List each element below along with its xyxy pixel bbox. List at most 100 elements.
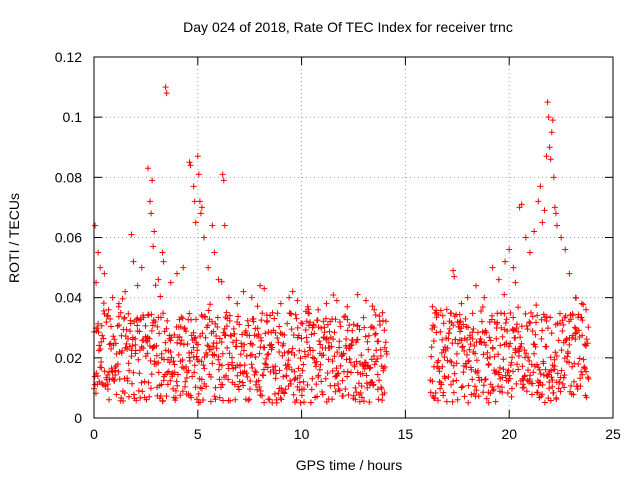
data-point <box>510 368 517 375</box>
data-point <box>447 358 454 365</box>
data-point <box>548 129 555 136</box>
data-point <box>215 353 222 360</box>
data-point <box>305 351 312 358</box>
data-point <box>148 210 155 217</box>
data-point <box>566 341 573 348</box>
data-point <box>225 294 232 301</box>
data-point <box>370 382 377 389</box>
data-point <box>378 385 385 392</box>
data-point <box>354 322 361 329</box>
data-point <box>111 378 118 385</box>
data-point <box>546 378 553 385</box>
y-tick-label: 0.06 <box>55 230 82 246</box>
data-point <box>479 303 486 310</box>
data-point <box>487 381 494 388</box>
data-point <box>188 349 195 356</box>
data-point <box>577 383 584 390</box>
x-tick-label: 20 <box>501 426 517 442</box>
data-point <box>350 392 357 399</box>
data-point <box>152 282 159 289</box>
x-tick-label: 0 <box>90 426 98 442</box>
data-point <box>255 377 262 384</box>
data-point <box>564 348 571 355</box>
data-point <box>247 377 254 384</box>
data-point <box>518 201 525 208</box>
data-point <box>272 363 279 370</box>
data-point <box>250 315 257 322</box>
data-point <box>254 303 261 310</box>
data-point <box>432 390 439 397</box>
data-point <box>261 344 268 351</box>
data-point <box>186 159 193 166</box>
data-point <box>113 391 120 398</box>
data-point <box>291 368 298 375</box>
data-point <box>347 359 354 366</box>
data-point <box>106 341 113 348</box>
data-point <box>297 355 304 362</box>
data-point <box>141 378 148 385</box>
data-point <box>362 333 369 340</box>
data-point <box>481 376 488 383</box>
data-point <box>304 303 311 310</box>
data-point <box>501 310 508 317</box>
data-point <box>124 377 131 384</box>
data-point <box>179 388 186 395</box>
data-point <box>108 367 115 374</box>
data-point <box>211 351 218 358</box>
data-point <box>536 366 543 373</box>
data-point <box>308 386 315 393</box>
data-point <box>445 373 452 380</box>
data-point <box>241 341 248 348</box>
data-point <box>583 336 590 343</box>
data-point <box>166 359 173 366</box>
data-point <box>431 324 438 331</box>
data-point <box>163 90 170 97</box>
data-point <box>524 326 531 333</box>
data-point <box>280 340 287 347</box>
data-point <box>500 366 507 373</box>
data-point <box>495 383 502 390</box>
data-point <box>306 344 313 351</box>
data-point <box>186 310 193 317</box>
data-point <box>374 386 381 393</box>
data-point <box>223 309 230 316</box>
data-point <box>334 349 341 356</box>
data-point <box>172 387 179 394</box>
data-point <box>518 340 525 347</box>
data-point <box>578 314 585 321</box>
data-point <box>360 398 367 405</box>
data-point <box>226 350 233 357</box>
data-point <box>546 385 553 392</box>
data-point <box>469 310 476 317</box>
data-point <box>356 398 363 405</box>
data-point <box>238 340 245 347</box>
data-point <box>171 369 178 376</box>
data-point <box>311 330 318 337</box>
data-point <box>333 297 340 304</box>
data-point <box>322 375 329 382</box>
data-point <box>475 367 482 374</box>
data-point <box>539 327 546 334</box>
data-point <box>147 357 154 364</box>
data-point <box>247 386 254 393</box>
data-point <box>160 310 167 317</box>
data-point <box>280 389 287 396</box>
data-point <box>119 295 126 302</box>
data-point <box>346 355 353 362</box>
y-tick-label: 0.1 <box>63 109 83 125</box>
data-point <box>329 396 336 403</box>
axis-ticks: 0 5 10 15 20 25 0 0.02 0.04 0.06 0.08 0.1 0.12 <box>55 49 621 442</box>
data-point <box>175 351 182 358</box>
data-point <box>438 381 445 388</box>
data-point <box>277 300 284 307</box>
data-point <box>269 344 276 351</box>
data-point <box>473 357 480 364</box>
data-point <box>509 354 516 361</box>
data-point <box>333 365 340 372</box>
data-point <box>520 384 527 391</box>
data-point <box>510 327 517 334</box>
data-point <box>382 318 389 325</box>
data-point <box>220 177 227 184</box>
data-point <box>522 310 529 317</box>
data-point <box>163 393 170 400</box>
